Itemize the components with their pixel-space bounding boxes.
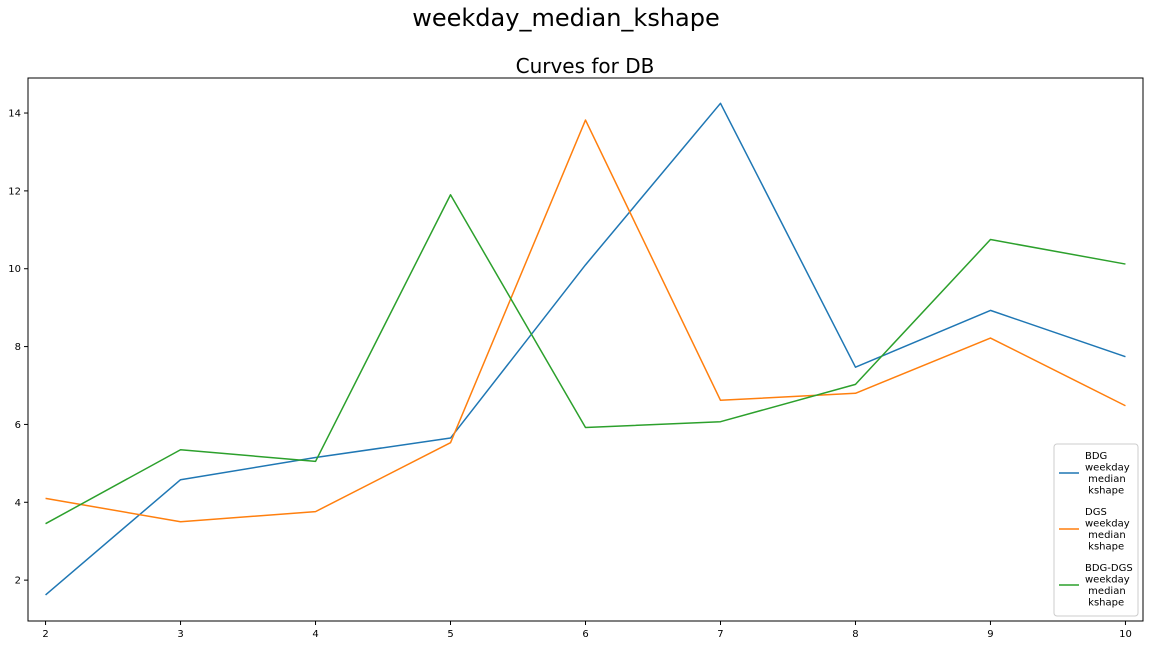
series-line-1 — [45, 119, 1126, 523]
figure-suptitle: weekday_median_kshape — [412, 4, 720, 32]
x-tick-label: 7 — [717, 629, 723, 640]
legend-label-1: DGS weekday median kshape — [1085, 507, 1130, 553]
series-lines — [45, 102, 1126, 596]
x-tick-label: 10 — [1119, 629, 1132, 640]
y-tick-label: 10 — [8, 264, 21, 275]
x-tick-label: 3 — [177, 629, 183, 640]
x-tick-label: 4 — [312, 629, 318, 640]
x-tick-label: 5 — [447, 629, 453, 640]
legend-label-2: BDG-DGS weekday median kshape — [1085, 563, 1133, 609]
y-tick-label: 6 — [15, 420, 21, 431]
legend-frame — [1053, 443, 1139, 617]
y-tick-label: 8 — [15, 342, 21, 353]
series-line-0 — [45, 102, 1126, 596]
y-tick-label: 2 — [15, 576, 21, 587]
series-line-2 — [45, 194, 1126, 525]
legend: BDG weekday median kshape DGS weekday media… — [1053, 443, 1139, 617]
x-tick-label: 6 — [582, 629, 588, 640]
axes: 2 3 4 5 6 7 8 9 10 2 4 6 8 10 12 14 — [8, 109, 1132, 640]
x-tick-label: 8 — [852, 629, 858, 640]
legend-label-0: BDG weekday median kshape — [1085, 451, 1130, 497]
chart-title: Curves for DB — [516, 54, 655, 78]
plot-area — [27, 77, 1144, 622]
x-tick-label: 2 — [42, 629, 48, 640]
x-tick-label: 9 — [987, 629, 993, 640]
y-tick-label: 12 — [8, 186, 21, 197]
y-tick-label: 4 — [15, 498, 21, 509]
y-tick-label: 14 — [8, 109, 21, 120]
